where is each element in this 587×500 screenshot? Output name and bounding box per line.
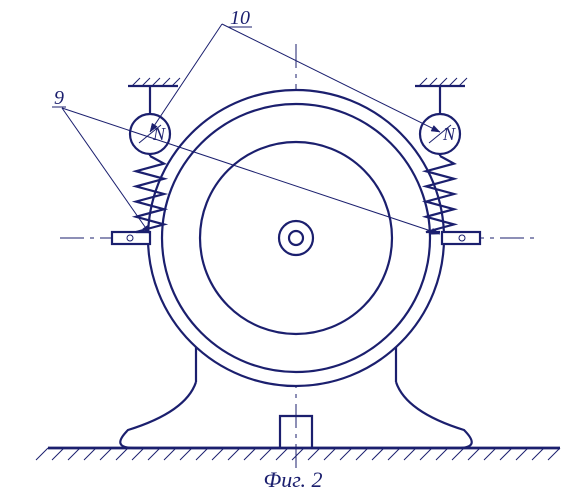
callout-10-label: 10: [230, 7, 250, 29]
ground-hatch: [308, 448, 320, 460]
ground-hatch: [132, 448, 144, 460]
ground-hatch: [180, 448, 192, 460]
figure-svg: NN109Фиг. 2: [0, 0, 587, 500]
ground-hatch: [196, 448, 208, 460]
ground-hatch: [244, 448, 256, 460]
ground-hatch: [116, 448, 128, 460]
ground-hatch: [548, 448, 560, 460]
ground-hatch: [500, 448, 512, 460]
callout-9-label: 9: [54, 87, 64, 109]
ground-hatch: [164, 448, 176, 460]
ceiling-hatch-1: [459, 78, 467, 86]
ceiling-hatch-1: [419, 78, 427, 86]
ground-hatch: [276, 448, 288, 460]
ceiling-hatch-1: [439, 78, 447, 86]
ceiling-hatch-1: [449, 78, 457, 86]
ground-hatch: [484, 448, 496, 460]
ground-hatch: [148, 448, 160, 460]
ground-hatch: [84, 448, 96, 460]
ground-hatch: [420, 448, 432, 460]
ground-hatch: [452, 448, 464, 460]
ground-hatch: [260, 448, 272, 460]
ground-hatch: [100, 448, 112, 460]
shaft-outer: [279, 221, 313, 255]
ceiling-hatch-0: [132, 78, 140, 86]
figure-caption: Фиг. 2: [264, 467, 323, 492]
lever-left: [112, 232, 150, 244]
ground-hatch: [516, 448, 528, 460]
ground-hatch: [468, 448, 480, 460]
motor-base: [120, 382, 471, 448]
ground-hatch: [292, 448, 304, 460]
gauge-label-right: N: [442, 124, 456, 144]
ground-hatch: [68, 448, 80, 460]
ceiling-hatch-1: [429, 78, 437, 86]
ground-hatch: [52, 448, 64, 460]
ceiling-hatch-0: [152, 78, 160, 86]
ground-hatch: [372, 448, 384, 460]
ground-hatch: [388, 448, 400, 460]
lever-right: [442, 232, 480, 244]
ground-hatch: [36, 448, 48, 460]
ground-hatch: [532, 448, 544, 460]
ground-hatch: [404, 448, 416, 460]
ground-hatch: [212, 448, 224, 460]
ceiling-hatch-0: [162, 78, 170, 86]
ground-hatch: [228, 448, 240, 460]
ground-hatch: [324, 448, 336, 460]
ceiling-hatch-0: [142, 78, 150, 86]
ceiling-hatch-0: [172, 78, 180, 86]
ground-hatch: [356, 448, 368, 460]
ground-hatch: [340, 448, 352, 460]
ground-hatch: [436, 448, 448, 460]
